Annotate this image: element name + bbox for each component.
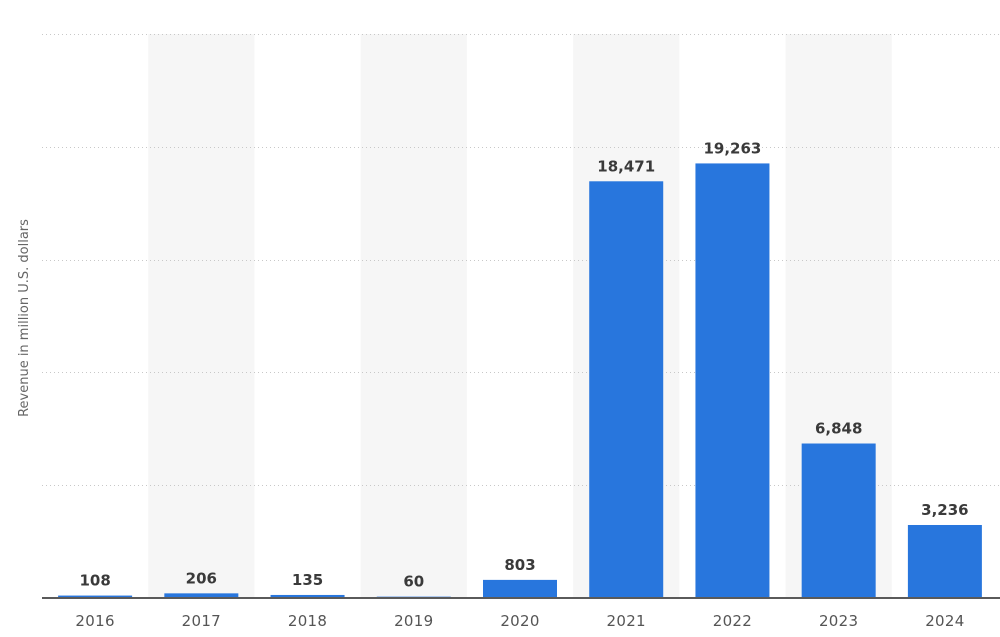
bar-2017[interactable] <box>164 593 239 598</box>
bar-value-label: 3,236 <box>921 501 968 519</box>
x-tick-label: 2018 <box>288 612 327 630</box>
bar-2022[interactable] <box>695 163 770 598</box>
bar-2020[interactable] <box>483 579 557 598</box>
x-tick-label: 2022 <box>713 612 752 630</box>
band-2017 <box>148 34 255 598</box>
band-2019 <box>360 34 467 598</box>
bar-value-label: 135 <box>292 571 323 589</box>
x-tick-label: 2020 <box>500 612 539 630</box>
bar-value-label: 60 <box>403 573 424 591</box>
bar-value-label: 18,471 <box>597 157 655 175</box>
bar-2018[interactable] <box>270 594 345 598</box>
x-axis-tick-labels: 2016 2017 2018 2019 2020 2021 2022 2023 2024 <box>75 612 964 630</box>
x-tick-label: 2019 <box>394 612 433 630</box>
bar-value-label: 803 <box>504 556 535 574</box>
x-tick-label: 2024 <box>925 612 964 630</box>
x-tick-label: 2016 <box>75 612 114 630</box>
x-tick-label: 2023 <box>819 612 858 630</box>
x-tick-label: 2021 <box>607 612 646 630</box>
y-axis-title: Revenue in million U.S. dollars <box>17 219 32 417</box>
bar-value-label: 6,848 <box>815 420 862 438</box>
bar-2016[interactable] <box>58 595 133 598</box>
bar-value-label: 206 <box>186 569 217 587</box>
bars <box>58 163 982 598</box>
bar-2023[interactable] <box>801 443 876 598</box>
alternating-bands <box>148 34 892 598</box>
bar-2024[interactable] <box>907 524 982 598</box>
bar-value-labels: 108 206 135 60 803 18,471 19,263 6,848 3,236 <box>79 139 968 590</box>
bar-value-label: 108 <box>79 572 110 590</box>
bar-value-label: 19,263 <box>703 139 761 157</box>
x-tick-label: 2017 <box>182 612 221 630</box>
bar-2021[interactable] <box>589 181 664 598</box>
